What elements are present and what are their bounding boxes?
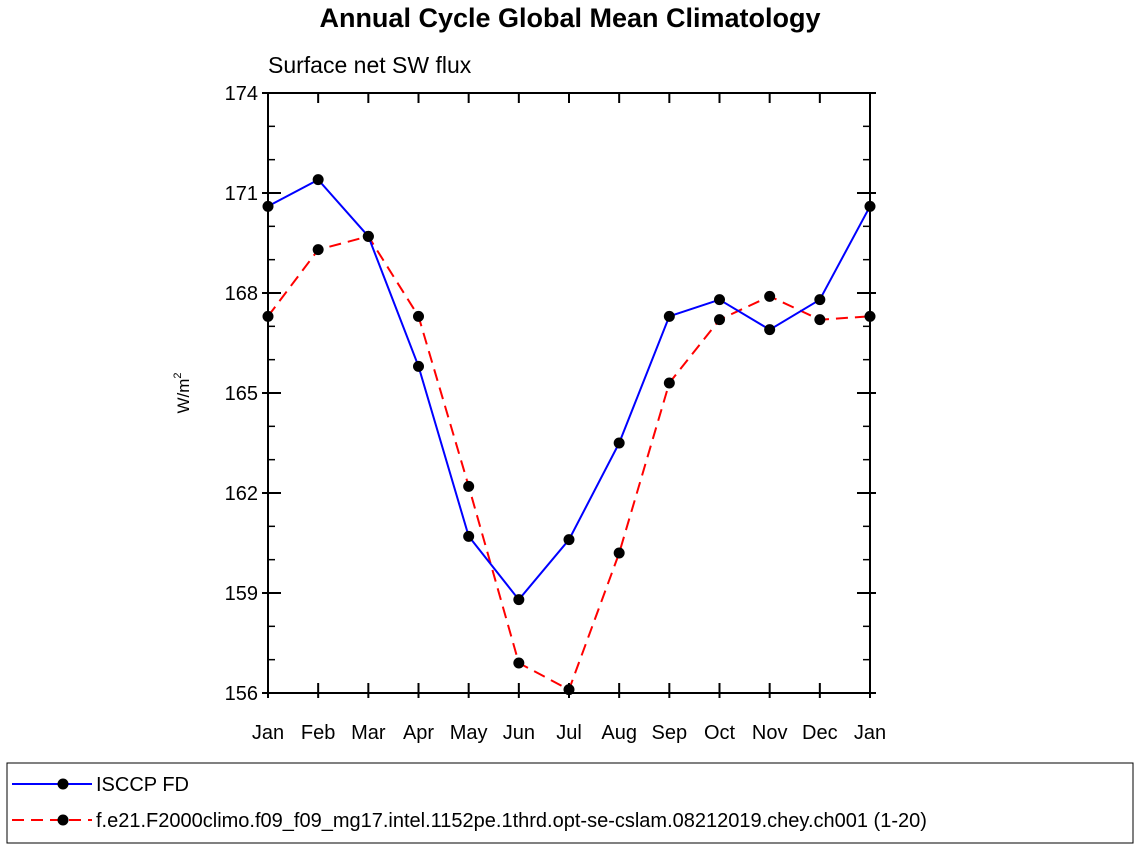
data-point-series-2 bbox=[764, 290, 776, 302]
data-point-series-2 bbox=[814, 314, 826, 326]
data-point-series-2 bbox=[413, 310, 424, 322]
data-point-series-2 bbox=[714, 314, 725, 326]
y-axis-label-unit: W/m bbox=[174, 379, 193, 414]
data-point-series-1 bbox=[463, 530, 475, 542]
data-point-series-1 bbox=[513, 594, 525, 606]
data-point-series-1 bbox=[663, 310, 675, 322]
data-point-series-1 bbox=[312, 174, 324, 186]
chart-title: Annual Cycle Global Mean Climatology bbox=[319, 3, 820, 33]
data-point-series-1 bbox=[814, 294, 826, 306]
x-tick-label: May bbox=[450, 722, 488, 744]
legend: ISCCP FD f.e21.F2000climo.f09_f09_mg17.in… bbox=[6, 762, 1134, 844]
plot-area-border bbox=[267, 92, 871, 694]
y-tick-label: 174 bbox=[225, 83, 258, 105]
series-points bbox=[262, 174, 876, 696]
y-axis-label: W/m2 bbox=[172, 372, 193, 413]
legend-box bbox=[6, 762, 1134, 844]
data-point-series-1 bbox=[262, 200, 274, 212]
data-point-series-2 bbox=[864, 310, 876, 322]
data-point-series-2 bbox=[663, 377, 675, 389]
x-tick-label: Mar bbox=[351, 722, 386, 744]
legend-entry-1: ISCCP FD bbox=[96, 774, 189, 796]
y-tick-label: 168 bbox=[225, 283, 258, 305]
x-tick-label: Jul bbox=[556, 722, 582, 744]
x-tick-label: Jan bbox=[854, 722, 886, 744]
data-point-series-2 bbox=[613, 547, 625, 559]
data-point-series-1 bbox=[764, 324, 776, 336]
y-tick-label: 156 bbox=[225, 683, 258, 705]
y-tick-label: 162 bbox=[225, 483, 258, 505]
y-tick-label: 159 bbox=[225, 583, 258, 605]
x-axis: Jan Feb Mar Apr May Jun Jul Aug Sep Oct Nov Dec Jan bbox=[252, 93, 886, 744]
data-point-series-2 bbox=[513, 657, 525, 669]
data-point-series-2 bbox=[262, 310, 274, 322]
series-line-2 bbox=[267, 235, 871, 692]
y-tick-label: 165 bbox=[225, 383, 258, 405]
x-tick-label: Sep bbox=[652, 722, 688, 744]
y-axis-label-superscript: 2 bbox=[172, 372, 184, 378]
data-point-series-1 bbox=[413, 360, 424, 372]
chart-subtitle: Surface net SW flux bbox=[268, 52, 472, 78]
x-tick-label: Nov bbox=[752, 722, 788, 744]
x-tick-label: Oct bbox=[704, 722, 736, 744]
data-point-series-1 bbox=[864, 200, 876, 212]
data-point-series-1 bbox=[563, 534, 575, 546]
x-tick-label: Aug bbox=[601, 722, 637, 744]
legend-entry-2: f.e21.F2000climo.f09_f09_mg17.intel.1152… bbox=[96, 810, 927, 832]
data-point-series-2 bbox=[563, 684, 575, 696]
x-tick-label: Dec bbox=[802, 722, 838, 744]
x-tick-label: Feb bbox=[301, 722, 335, 744]
data-point-series-2 bbox=[312, 244, 324, 256]
data-point-series-1 bbox=[362, 230, 374, 242]
legend-swatch-marker-2 bbox=[57, 814, 69, 826]
data-point-series-1 bbox=[613, 437, 625, 449]
plot-frame bbox=[267, 92, 871, 694]
x-tick-label: Apr bbox=[403, 722, 434, 744]
y-tick-label: 171 bbox=[225, 183, 258, 205]
series-lines bbox=[267, 178, 871, 692]
legend-swatch-marker-1 bbox=[57, 778, 69, 790]
x-tick-label: Jan bbox=[252, 722, 284, 744]
data-point-series-2 bbox=[463, 480, 475, 492]
y-axis: 156 159 162 165 168 171 174 bbox=[225, 83, 876, 705]
x-tick-label: Jun bbox=[503, 722, 535, 744]
data-point-series-1 bbox=[714, 294, 725, 306]
